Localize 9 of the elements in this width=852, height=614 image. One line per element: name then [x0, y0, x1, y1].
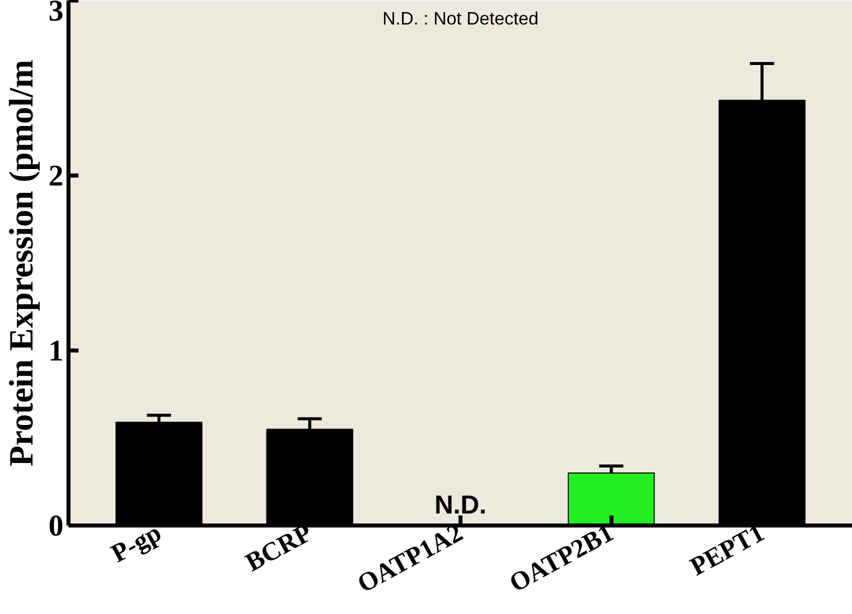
x-tick-label: BCRP: [240, 518, 317, 578]
y-axis-title: Protein Expression (pmol/m: [4, 60, 40, 466]
annotation: N.D.: [434, 490, 486, 520]
y-tick-label: 0: [48, 510, 64, 542]
x-tick-label: P-gp: [106, 518, 166, 568]
y-tick-label: 2: [48, 160, 64, 192]
y-tick-label: 3: [48, 0, 64, 28]
y-tick-label: 1: [48, 334, 64, 368]
annotation: N.D. : Not Detected: [382, 8, 539, 28]
